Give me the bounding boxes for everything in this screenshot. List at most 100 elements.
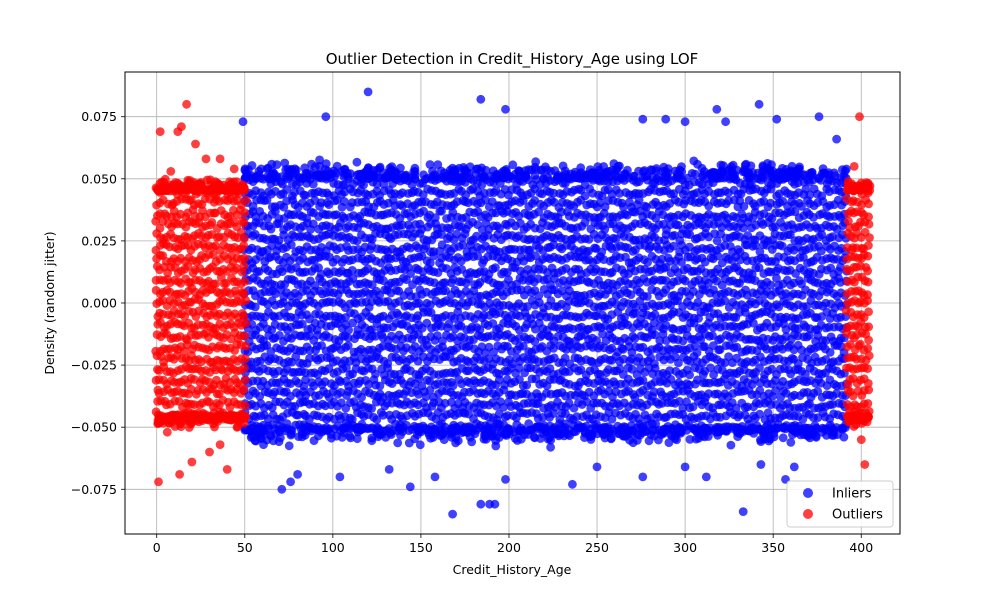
inlier-point <box>417 381 427 391</box>
data-points <box>151 87 875 519</box>
inlier-point <box>634 166 643 176</box>
inlier-point <box>286 240 296 250</box>
inlier-point <box>789 462 799 472</box>
inlier-point <box>631 303 641 312</box>
inlier-point <box>648 425 658 435</box>
inlier-point <box>814 173 824 183</box>
inlier-point <box>375 381 385 391</box>
inlier-point <box>670 434 680 443</box>
inlier-point <box>330 172 339 181</box>
inlier-point <box>788 173 797 183</box>
inlier-point <box>343 341 353 350</box>
inlier-point <box>778 433 788 443</box>
inlier-point <box>477 163 486 173</box>
inlier-point <box>756 437 766 446</box>
inlier-point <box>342 363 351 373</box>
inlier-point <box>764 436 774 446</box>
inlier-point <box>338 424 348 434</box>
inlier-point <box>787 161 797 171</box>
inlier-point <box>745 426 754 436</box>
inlier-point <box>359 180 368 190</box>
inlier-point <box>652 174 661 184</box>
inlier-point <box>638 114 648 124</box>
inlier-point <box>712 425 722 435</box>
inlier-point <box>361 166 371 176</box>
inlier-point <box>460 168 469 177</box>
inlier-point <box>786 438 796 447</box>
inlier-point <box>445 165 455 175</box>
inlier-point <box>259 440 268 450</box>
outlier-point <box>207 218 217 227</box>
inlier-point <box>518 341 528 351</box>
inlier-point <box>634 195 644 205</box>
inlier-point <box>636 422 645 432</box>
inlier-point <box>680 117 690 127</box>
inlier-point <box>385 428 395 438</box>
inlier-point <box>458 240 468 250</box>
inlier-point <box>638 472 648 482</box>
inlier-point <box>820 424 829 434</box>
inlier-point <box>832 134 841 144</box>
inlier-point <box>448 509 457 519</box>
inlier-point <box>620 432 630 441</box>
inlier-point <box>644 436 654 446</box>
inlier-point <box>615 161 624 171</box>
inlier-point <box>431 172 441 182</box>
inlier-point <box>723 166 733 176</box>
inlier-point <box>436 166 446 176</box>
inlier-point <box>323 426 332 435</box>
inlier-point <box>676 428 686 438</box>
inlier-point <box>440 278 450 288</box>
inlier-point <box>584 170 593 180</box>
inlier-point <box>362 423 371 433</box>
inlier-point <box>754 263 764 273</box>
inlier-point <box>685 435 695 444</box>
inlier-point <box>398 220 407 230</box>
inlier-point <box>284 441 294 451</box>
inlier-point <box>646 165 656 175</box>
inlier-point <box>690 424 700 434</box>
inlier-point <box>755 363 764 373</box>
inlier-point <box>375 430 385 439</box>
inlier-point <box>554 431 564 441</box>
inlier-point <box>335 472 345 482</box>
inlier-point <box>490 499 500 509</box>
inlier-point <box>708 173 718 183</box>
inlier-point <box>510 434 520 443</box>
inlier-point <box>439 174 449 183</box>
inlier-point <box>393 438 403 448</box>
inlier-point <box>765 426 774 436</box>
inlier-point <box>298 423 308 433</box>
inlier-point <box>772 273 781 283</box>
inlier-point <box>758 162 768 172</box>
outlier-point <box>214 389 224 399</box>
inlier-point <box>256 164 266 174</box>
inlier-point <box>263 163 273 173</box>
inlier-point <box>741 159 751 169</box>
inlier-point <box>755 409 765 419</box>
outlier-point <box>211 279 221 289</box>
inlier-point <box>486 431 496 441</box>
inlier-point <box>352 157 362 167</box>
inlier-point <box>825 348 835 357</box>
inlier-point <box>755 247 765 256</box>
inlier-point <box>745 172 755 182</box>
inlier-point <box>654 435 663 445</box>
inlier-point <box>672 172 682 182</box>
inlier-point <box>614 429 623 439</box>
inlier-point <box>766 280 776 290</box>
inlier-point <box>694 433 704 443</box>
inlier-point <box>756 460 766 469</box>
inlier-point <box>405 482 415 492</box>
inlier-point <box>523 302 532 311</box>
inlier-point <box>343 333 353 343</box>
inlier-point <box>465 162 475 172</box>
inlier-point <box>508 160 518 170</box>
inlier-point <box>689 156 699 166</box>
inlier-point <box>663 172 673 182</box>
inlier-point <box>486 171 496 181</box>
inlier-point <box>306 423 316 433</box>
inlier-point <box>732 165 742 175</box>
inlier-point <box>410 173 420 183</box>
